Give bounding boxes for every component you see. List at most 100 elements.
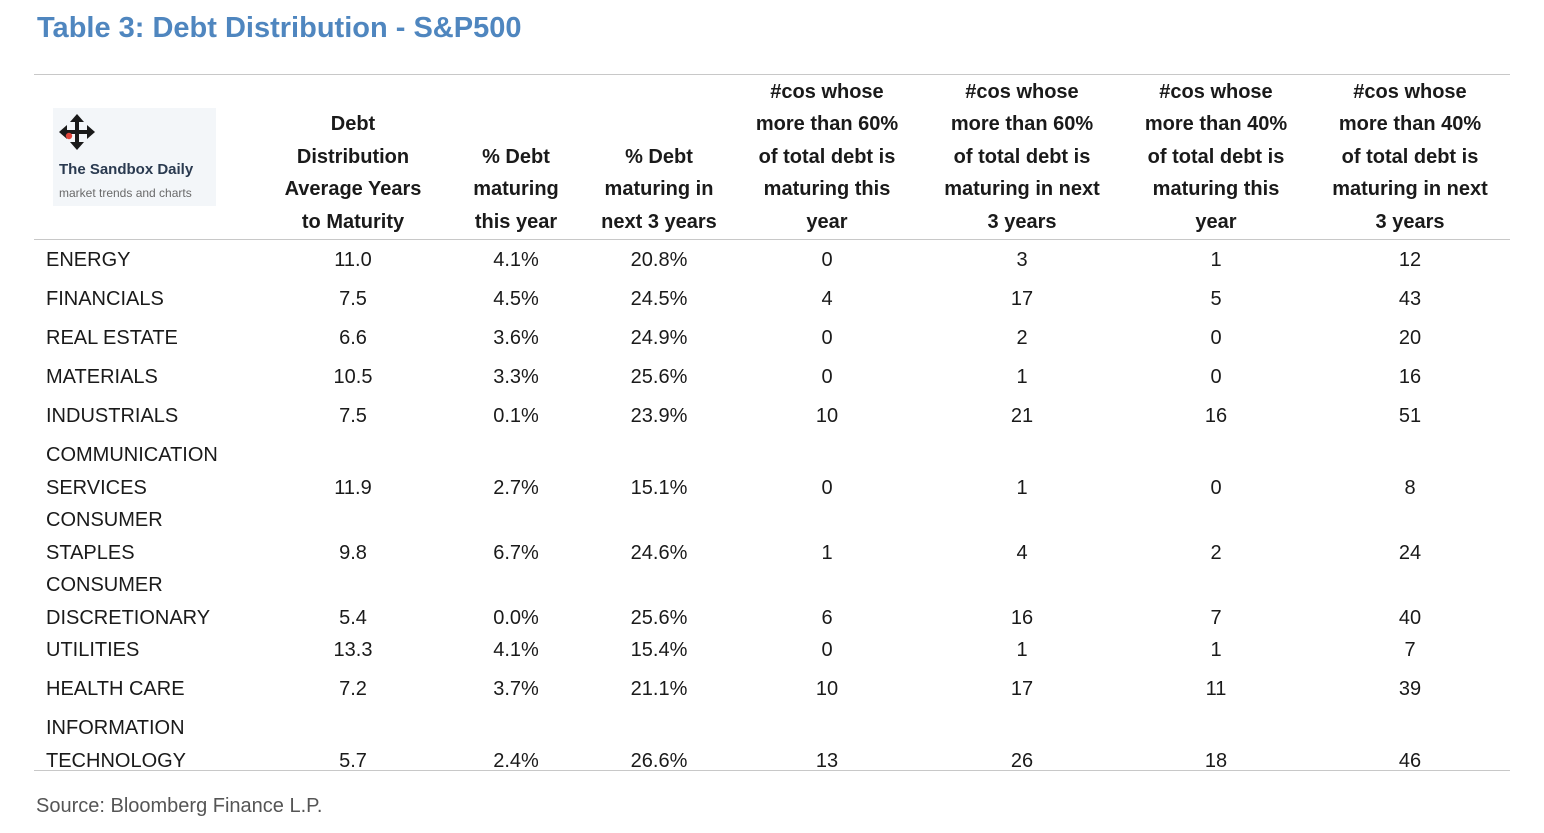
table-cell: 1	[1016, 477, 1028, 499]
table-cell: 15.4%	[630, 639, 688, 661]
column-header-line: maturing this	[763, 178, 891, 200]
row-label: SERVICES	[46, 477, 147, 499]
table-cell: 3	[1016, 249, 1028, 271]
table-cell: 10.5	[333, 366, 373, 388]
table-cell: 16	[1398, 366, 1422, 388]
row-label: HEALTH CARE	[46, 678, 185, 700]
column-header-line: #cos whose	[965, 80, 1079, 103]
table-cell: 2.4%	[493, 750, 539, 772]
table-cell: 11.9	[334, 477, 372, 499]
table-cell: 0	[821, 249, 833, 271]
table-cell: 3.6%	[493, 327, 539, 349]
row-label: STAPLES	[46, 542, 135, 564]
table-cell: 21	[1010, 405, 1034, 427]
row-label: FINANCIALS	[46, 288, 164, 310]
table-cell: 18	[1204, 750, 1228, 772]
source-note: Source: Bloomberg Finance L.P.	[36, 795, 323, 817]
table-cell: 15.1%	[630, 477, 688, 499]
table-cell: 13.3	[333, 639, 373, 661]
column-header-line: this year	[474, 210, 558, 233]
column-header-7: #cos whose more than 40% of total debt is m…	[1315, 76, 1505, 239]
column-header-line: more than 60%	[755, 113, 899, 135]
table-cell: 0	[1210, 366, 1222, 388]
table-cell: 5	[1210, 288, 1222, 310]
column-header-1: Debt Distribution Average Years to Maturity	[268, 76, 438, 239]
top-divider	[34, 74, 1510, 75]
row-label: COMMUNICATION	[46, 444, 218, 466]
table-cell: 20	[1398, 327, 1422, 349]
column-header-line: maturing in next	[944, 178, 1100, 200]
column-header-line: #cos whose	[1159, 80, 1273, 103]
table-cell: 7.2	[339, 678, 367, 700]
table-cell: 11.0	[334, 249, 372, 271]
table-cell: 0	[821, 366, 833, 388]
column-header-line: 3 years	[987, 210, 1057, 233]
table-cell: 0	[1210, 477, 1222, 499]
row-label: DISCRETIONARY	[46, 607, 211, 629]
column-header-line: next 3 years	[601, 210, 717, 233]
bottom-divider	[34, 770, 1510, 771]
column-header-4: #cos whose more than 60% of total debt is m…	[737, 76, 917, 239]
table-cell: 25.6%	[630, 366, 688, 388]
column-header-line: of total debt is	[1341, 145, 1479, 168]
table-cell: 1	[1210, 639, 1222, 661]
column-header-line: #cos whose	[1353, 80, 1467, 103]
row-label: CONSUMER	[46, 509, 163, 531]
column-header-5: #cos whose more than 60% of total debt is m…	[927, 76, 1117, 239]
table-cell: 1	[821, 542, 833, 564]
column-header-line: of total debt is	[1147, 145, 1285, 168]
table-cell: 2	[1016, 327, 1028, 349]
table-cell: 10	[815, 405, 839, 427]
column-header-line: maturing in next	[1332, 178, 1488, 200]
column-header-line: Average Years	[284, 178, 422, 200]
table-cell: 1	[1210, 249, 1222, 271]
table-cell: 5.4	[339, 607, 367, 629]
table-cell: 4.1%	[493, 249, 539, 271]
table-cell: 16	[1010, 607, 1034, 629]
column-header-line: year	[1195, 210, 1237, 233]
table-cell: 4	[821, 288, 833, 310]
table-cell: 6.7%	[493, 542, 539, 564]
table-cell: 0.0%	[493, 607, 539, 629]
table-cell: 2	[1210, 542, 1222, 564]
column-header-line: 3 years	[1375, 210, 1445, 233]
column-header-line: maturing	[473, 178, 559, 200]
table-cell: 7	[1210, 607, 1222, 629]
table-cell: 51	[1398, 405, 1422, 427]
table-cell: 21.1%	[630, 678, 688, 700]
table-cell: 10	[815, 678, 839, 700]
table-cell: 17	[1010, 288, 1034, 310]
table-cell: 4	[1016, 542, 1028, 564]
column-header-line: maturing in	[604, 178, 714, 200]
table-cell: 0	[821, 327, 833, 349]
row-label: UTILITIES	[46, 639, 140, 661]
table-cell: 4.5%	[493, 288, 539, 310]
column-header-line: more than 40%	[1144, 113, 1288, 135]
table-cell: 0.1%	[493, 405, 539, 427]
table-cell: 20.8%	[630, 249, 688, 271]
row-label: TECHNOLOGY	[46, 750, 187, 772]
row-label: ENERGY	[46, 249, 131, 271]
logo-name: The Sandbox Daily	[59, 161, 194, 178]
table-cell: 2.7%	[493, 477, 539, 499]
table-cell: 0	[821, 477, 833, 499]
column-header-3: % Debt maturing in next 3 years	[584, 76, 734, 239]
table-cell: 1	[1016, 639, 1028, 661]
table-cell: 24.5%	[630, 288, 688, 310]
table-cell: 3.3%	[493, 366, 539, 388]
column-header-line: Debt	[330, 113, 376, 135]
table-cell: 46	[1398, 750, 1422, 772]
logo-tagline: market trends and charts	[59, 186, 192, 200]
logo: The Sandbox Daily market trends and char…	[53, 108, 216, 206]
table-cell: 17	[1010, 678, 1034, 700]
table-cell: 3.7%	[493, 678, 539, 700]
table-cell: 7.5	[339, 405, 367, 427]
row-label: REAL ESTATE	[46, 327, 178, 349]
table-cell: 6	[821, 607, 833, 629]
table-cell: 16	[1204, 405, 1228, 427]
table-cell: 11	[1205, 678, 1227, 700]
column-header-line: Distribution	[296, 145, 410, 168]
column-header-line: of total debt is	[758, 145, 896, 168]
table-cell: 23.9%	[630, 405, 688, 427]
table-cell: 24.9%	[630, 327, 688, 349]
